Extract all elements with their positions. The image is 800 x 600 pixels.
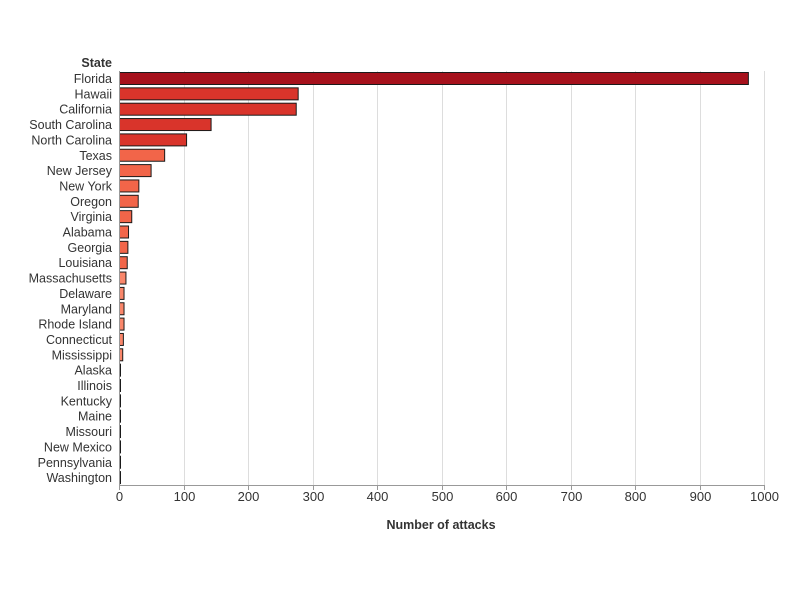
category-label-north-carolina: North Carolina [31, 133, 112, 147]
bar-oregon [119, 194, 139, 208]
bar-georgia [119, 240, 129, 254]
category-label-maryland: Maryland [61, 302, 112, 316]
bar-massachusetts [119, 271, 127, 285]
category-label-florida: Florida [74, 72, 112, 86]
category-label-hawaii: Hawaii [74, 87, 112, 101]
bar-new-jersey [119, 164, 152, 178]
category-label-maine: Maine [78, 410, 112, 424]
category-label-california: California [59, 103, 112, 117]
category-label-massachusetts: Massachusetts [29, 272, 112, 286]
bar-texas [119, 148, 166, 162]
bar-hawaii [119, 87, 299, 101]
x-tick-label-900: 900 [690, 489, 712, 504]
x-tick-label-500: 500 [432, 489, 454, 504]
category-label-delaware: Delaware [59, 287, 112, 301]
x-tick-label-800: 800 [625, 489, 647, 504]
bars [119, 72, 749, 485]
x-tick-label-0: 0 [116, 489, 123, 504]
category-label-georgia: Georgia [68, 241, 113, 255]
grid-lines [184, 71, 765, 485]
category-label-washington: Washington [46, 471, 112, 485]
bar-maryland [119, 302, 125, 316]
x-tick-labels: 0 100 200 300 400 500 600 700 800 900 1000 [116, 489, 779, 504]
y-axis-title: State [81, 56, 112, 70]
x-tick-label-200: 200 [238, 489, 260, 504]
bar-florida [119, 72, 749, 85]
category-label-mississippi: Mississippi [52, 348, 112, 362]
x-tick-label-300: 300 [303, 489, 325, 504]
category-label-connecticut: Connecticut [46, 333, 113, 347]
category-label-kentucky: Kentucky [61, 394, 113, 408]
bar-delaware [119, 286, 125, 300]
x-tick-label-700: 700 [561, 489, 583, 504]
x-tick-label-400: 400 [367, 489, 389, 504]
category-label-new-mexico: New Mexico [44, 440, 112, 454]
category-label-illinois: Illinois [77, 379, 112, 393]
x-tick-label-100: 100 [174, 489, 196, 504]
bar-louisiana [119, 256, 128, 270]
category-label-new-jersey: New Jersey [47, 164, 113, 178]
x-axis-title: Number of attacks [386, 518, 495, 532]
category-label-rhode-island: Rhode Island [38, 318, 112, 332]
bar-north-carolina [119, 133, 188, 147]
x-tick-label-1000: 1000 [750, 489, 779, 504]
bar-rhode-island [119, 317, 125, 331]
category-label-alaska: Alaska [74, 364, 112, 378]
category-label-oregon: Oregon [70, 195, 112, 209]
bar-south-carolina [119, 118, 212, 132]
bar-virginia [119, 210, 133, 224]
category-label-pennsylvania: Pennsylvania [38, 456, 112, 470]
bar-connecticut [119, 332, 124, 346]
category-label-missouri: Missouri [65, 425, 112, 439]
bar-california [119, 102, 297, 116]
bar-alabama [119, 225, 130, 239]
category-label-alabama: Alabama [63, 226, 112, 240]
axes [119, 71, 765, 490]
category-label-texas: Texas [79, 149, 112, 163]
category-label-virginia: Virginia [71, 210, 113, 224]
category-label-new-york: New York [59, 179, 113, 193]
bar-new-york [119, 179, 140, 193]
x-tick-label-600: 600 [496, 489, 518, 504]
category-label-south-carolina: South Carolina [29, 118, 112, 132]
category-label-louisiana: Louisiana [58, 256, 112, 270]
